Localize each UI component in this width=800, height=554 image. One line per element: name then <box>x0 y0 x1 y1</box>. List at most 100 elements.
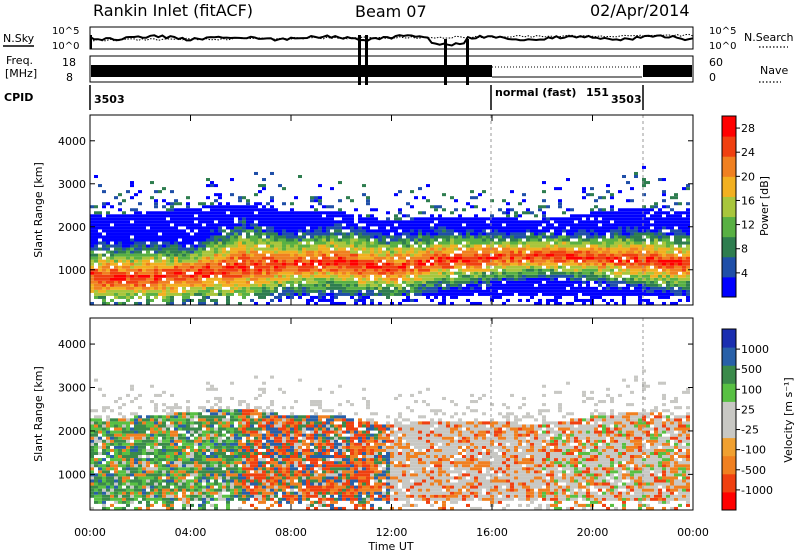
power-cell <box>686 265 690 269</box>
power-cell <box>142 262 146 266</box>
power-cell <box>186 262 190 266</box>
power-cell <box>414 235 418 239</box>
power-cell <box>682 226 686 230</box>
power-cell <box>370 280 374 284</box>
velocity-cell <box>162 415 166 419</box>
power-cell <box>254 274 258 278</box>
power-cell <box>114 268 118 272</box>
velocity-cell <box>102 406 106 410</box>
power-cell <box>406 244 410 248</box>
velocity-cell <box>102 393 106 397</box>
power-cell <box>178 277 182 281</box>
power-cell <box>650 289 654 293</box>
power-cell <box>374 262 378 266</box>
power-cell <box>306 271 310 275</box>
power-cell <box>522 277 526 281</box>
power-cell <box>190 235 194 239</box>
power-cell <box>246 232 250 236</box>
power-cell <box>98 256 102 260</box>
power-cell <box>654 232 658 236</box>
power-cell <box>182 271 186 275</box>
power-cell <box>506 268 510 272</box>
power-cell <box>326 286 330 290</box>
power-cell <box>298 253 302 257</box>
velocity-cell <box>138 433 142 437</box>
power-cell <box>294 259 298 263</box>
power-cell <box>262 274 266 278</box>
power-cell <box>178 253 182 257</box>
velocity-cell <box>110 503 114 507</box>
power-cell <box>166 259 170 263</box>
power-cell <box>142 235 146 239</box>
power-cell <box>378 223 382 227</box>
power-cell <box>430 235 434 239</box>
power-cell <box>226 259 230 263</box>
power-cell <box>346 217 350 221</box>
power-cell <box>510 262 514 266</box>
velocity-cell <box>102 488 106 492</box>
power-cell <box>674 238 678 242</box>
power-cell <box>438 253 442 257</box>
power-cell <box>594 214 598 218</box>
power-cell <box>222 238 226 242</box>
power-cell <box>282 262 286 266</box>
velocity-cell <box>174 455 178 459</box>
power-cell <box>574 232 578 236</box>
power-cell <box>598 292 602 296</box>
velocity-cell <box>102 442 106 446</box>
power-cell <box>142 223 146 227</box>
power-cell <box>274 265 278 269</box>
power-cell <box>402 259 406 263</box>
power-cell <box>482 289 486 293</box>
power-cell <box>590 274 594 278</box>
power-cell <box>550 250 554 254</box>
velocity-cell <box>154 406 158 410</box>
power-cell <box>374 250 378 254</box>
power-cell <box>190 208 194 212</box>
power-cell <box>98 217 102 221</box>
power-cell <box>606 277 610 281</box>
power-cell <box>510 286 514 290</box>
power-cell <box>530 232 534 236</box>
power-cell <box>294 247 298 251</box>
power-cell <box>618 229 622 233</box>
power-cell <box>194 277 198 281</box>
power-cell <box>606 211 610 215</box>
power-cell <box>182 232 186 236</box>
power-cell <box>310 220 314 224</box>
power-cell <box>242 217 246 221</box>
power-cell <box>174 262 178 266</box>
velocity-cell <box>118 464 122 468</box>
power-cell <box>278 238 282 242</box>
power-cell <box>586 250 590 254</box>
power-cell <box>474 205 478 209</box>
power-cell <box>146 274 150 278</box>
power-cell <box>174 265 178 269</box>
power-cell <box>466 280 470 284</box>
power-cell <box>242 247 246 251</box>
power-cell <box>658 253 662 257</box>
power-cell <box>254 229 258 233</box>
power-cell <box>174 238 178 242</box>
velocity-cell <box>150 458 154 462</box>
power-cell <box>666 277 670 281</box>
power-cell <box>686 184 690 188</box>
power-cell <box>650 241 654 245</box>
power-cell <box>670 244 674 248</box>
velocity-cell <box>162 433 166 437</box>
power-cell <box>490 277 494 281</box>
power-cell <box>230 226 234 230</box>
power-cell <box>198 253 202 257</box>
velocity-cell <box>98 470 102 474</box>
power-cell <box>570 265 574 269</box>
power-cell <box>658 223 662 227</box>
power-cell <box>354 223 358 227</box>
power-cell <box>458 268 462 272</box>
power-cell <box>250 220 254 224</box>
velocity-cell <box>94 409 98 413</box>
power-cell <box>498 241 502 245</box>
velocity-cell <box>142 470 146 474</box>
velocity-cell <box>106 464 110 468</box>
power-cell <box>342 286 346 290</box>
velocity-cell <box>174 439 178 443</box>
